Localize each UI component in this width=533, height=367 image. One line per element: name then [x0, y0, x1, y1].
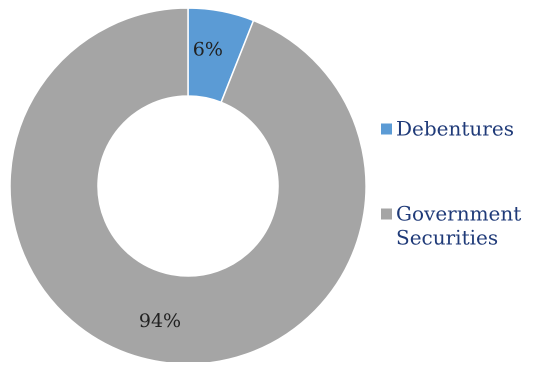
slice-label-debentures: 6%: [193, 38, 223, 60]
legend-swatch-debentures: [381, 123, 392, 135]
donut-slices: [9, 7, 367, 365]
slice-government-securities: [9, 7, 367, 365]
legend-label-government-securities-line-1: Government: [396, 202, 521, 226]
slice-labels: 6% 94%: [139, 38, 223, 332]
legend-label-government-securities-line-2: Securities: [396, 226, 498, 250]
legend-label-debentures-line-1: Debentures: [396, 117, 514, 141]
slice-label-government-securities: 94%: [139, 310, 181, 332]
legend-swatch-government-securities: [381, 208, 392, 220]
